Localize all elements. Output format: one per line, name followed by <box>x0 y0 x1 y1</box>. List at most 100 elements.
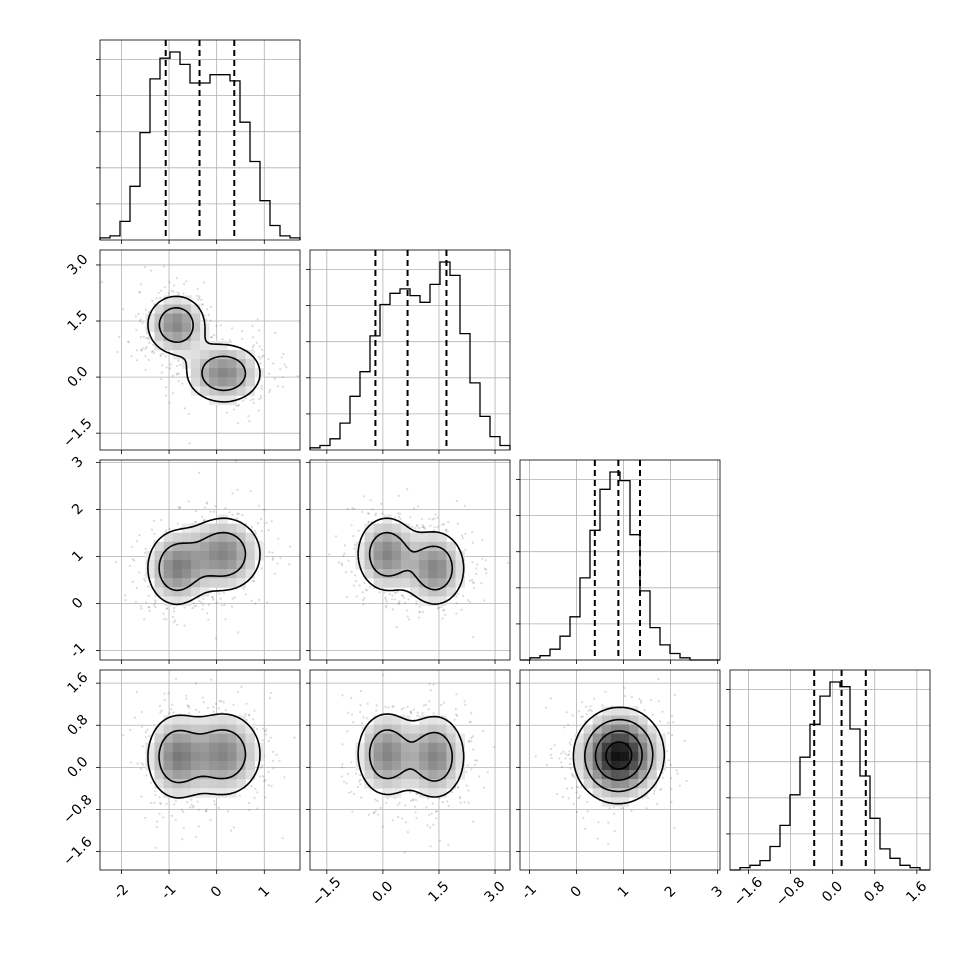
density-cell <box>163 779 174 789</box>
sample-point <box>198 600 201 603</box>
density-cell <box>629 706 639 716</box>
density-cell <box>181 788 192 798</box>
sample-point <box>186 704 189 707</box>
sample-point <box>115 561 118 564</box>
density-cell <box>181 331 192 342</box>
sample-point <box>148 606 151 609</box>
density-cell <box>154 304 164 314</box>
density-cell <box>601 733 612 744</box>
sample-point <box>673 693 676 697</box>
sample-point <box>173 284 176 287</box>
sample-point <box>202 603 205 607</box>
sample-point <box>685 779 688 783</box>
density-cell <box>382 532 393 543</box>
sample-point <box>670 714 674 717</box>
density-cell <box>190 532 201 543</box>
density-cell <box>382 733 393 744</box>
sample-point <box>207 618 210 621</box>
sample-point <box>653 792 656 795</box>
sample-point <box>139 605 142 608</box>
density-cell <box>245 569 255 579</box>
sample-point <box>568 750 571 753</box>
density-cell <box>373 733 384 744</box>
sample-point <box>367 521 370 524</box>
sample-point <box>280 356 283 359</box>
sample-point <box>197 825 200 828</box>
sample-point <box>190 798 193 801</box>
sample-point <box>267 358 270 361</box>
sample-point <box>211 336 214 339</box>
density-cell <box>163 596 174 606</box>
sample-point <box>232 408 235 411</box>
sample-point <box>461 594 465 598</box>
density-cell <box>647 760 657 771</box>
sample-point <box>569 767 572 770</box>
sample-point <box>467 789 470 792</box>
sample-point <box>242 399 245 402</box>
sample-point <box>168 401 171 404</box>
density-cell <box>190 760 201 771</box>
density-cell <box>154 742 164 753</box>
density-cell <box>400 742 411 753</box>
sample-point <box>560 765 564 769</box>
sample-point <box>432 683 435 686</box>
sample-point <box>649 698 653 702</box>
density-cell <box>592 751 603 762</box>
sample-point <box>212 598 215 601</box>
density-cell <box>656 760 666 771</box>
sample-point <box>572 775 575 778</box>
density-cell <box>620 742 630 753</box>
sample-point <box>575 785 578 789</box>
density-cell <box>647 733 657 744</box>
density-cell <box>154 733 164 744</box>
sample-point <box>268 697 271 700</box>
sample-point <box>265 521 268 525</box>
density-cell <box>200 751 210 762</box>
sample-point <box>401 594 404 597</box>
sample-point <box>604 690 607 693</box>
sample-point <box>200 601 203 604</box>
sample-point <box>271 759 275 762</box>
sample-point <box>197 808 200 812</box>
density-cell <box>410 779 420 789</box>
sample-point <box>196 800 199 803</box>
density-cell <box>373 578 384 588</box>
sample-point <box>260 766 263 769</box>
panel-frame <box>99 39 301 241</box>
sample-point <box>437 606 440 609</box>
sample-point <box>374 798 377 801</box>
sample-point <box>428 700 431 703</box>
density-cell <box>638 770 648 780</box>
sample-point <box>378 591 381 594</box>
sample-point <box>436 525 439 529</box>
sample-point <box>251 346 254 349</box>
sample-point <box>264 778 267 782</box>
sample-point <box>165 529 168 532</box>
sample-point <box>567 753 570 756</box>
sample-point <box>456 786 460 789</box>
sample-point <box>578 797 581 800</box>
density-cell <box>583 742 594 753</box>
sample-point <box>252 401 255 404</box>
density-cell <box>200 587 210 597</box>
density-cell <box>172 751 183 762</box>
sample-point <box>139 767 142 771</box>
density-cell <box>190 340 201 351</box>
sample-point <box>122 308 125 311</box>
sample-point <box>342 780 346 784</box>
sample-point <box>171 703 174 706</box>
sample-point <box>375 704 378 707</box>
sample-point <box>245 719 248 722</box>
sample-point <box>403 602 406 605</box>
sample-point <box>147 336 150 339</box>
sample-point <box>224 618 227 621</box>
sample-point <box>180 808 183 811</box>
sample-point <box>622 807 625 810</box>
sample-point <box>282 352 285 356</box>
sample-point <box>569 743 572 746</box>
sample-point <box>445 529 448 532</box>
density-cell <box>190 715 201 725</box>
sample-point <box>265 733 268 736</box>
sample-point <box>283 776 286 779</box>
sample-point <box>587 709 590 712</box>
